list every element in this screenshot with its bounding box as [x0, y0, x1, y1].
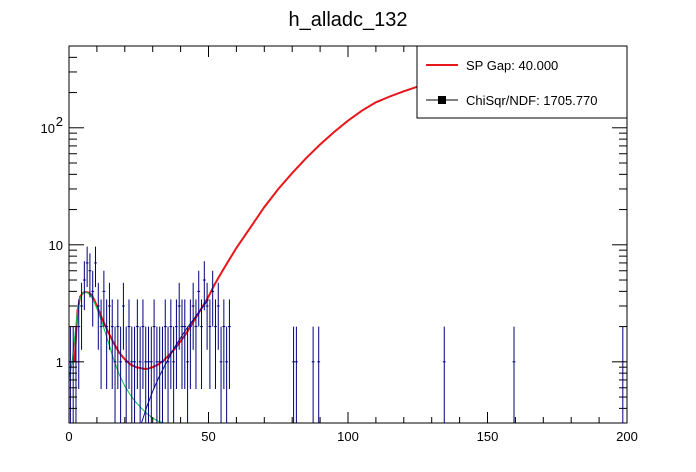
data-point — [122, 282, 125, 350]
data-point — [194, 299, 198, 389]
data-point — [135, 299, 139, 389]
curve-gaussian — [69, 291, 165, 423]
x-tick-label: 100 — [337, 429, 359, 444]
data-point — [317, 326, 321, 423]
data-point — [163, 299, 167, 389]
data-point — [149, 326, 153, 423]
plot-area — [69, 85, 625, 423]
data-point — [200, 299, 203, 389]
data-point — [211, 270, 215, 327]
data-point — [208, 299, 212, 389]
data-point — [116, 299, 120, 389]
curve-exponential — [141, 299, 209, 423]
data-point — [219, 326, 223, 423]
x-axis: 0 50 100 150 200 — [65, 46, 638, 444]
data-point — [91, 270, 95, 327]
data-point — [133, 326, 136, 423]
data-point — [202, 261, 206, 311]
data-point — [172, 326, 176, 423]
data-point — [175, 299, 178, 389]
data-point — [108, 282, 111, 350]
data-point — [110, 299, 114, 389]
data-point — [141, 299, 145, 389]
data-point — [222, 299, 226, 389]
chart-title: h_alladc_132 — [289, 9, 408, 31]
data-point — [183, 299, 187, 389]
y-tick-label: 1 — [56, 355, 63, 370]
data-point — [292, 326, 295, 423]
data-point — [161, 326, 164, 423]
data-point — [152, 299, 156, 389]
data-point — [186, 326, 189, 423]
data-point — [102, 270, 106, 327]
x-tick-label: 0 — [65, 429, 72, 444]
legend-swatch-marker — [438, 96, 446, 104]
data-point — [105, 299, 109, 389]
y-tick-label: 10 — [49, 238, 63, 253]
data-point — [96, 282, 100, 350]
x-tick-label: 200 — [616, 429, 638, 444]
data-point — [85, 246, 89, 288]
data-point — [155, 326, 159, 423]
data-point — [80, 282, 83, 350]
legend-label-sp-gap: SP Gap: 40.000 — [466, 58, 558, 73]
data-point — [294, 326, 298, 423]
data-point — [158, 326, 162, 423]
data-point — [124, 326, 128, 423]
x-tick-label: 150 — [477, 429, 499, 444]
data-point — [99, 299, 103, 389]
data-point — [138, 326, 142, 423]
data-point — [147, 326, 150, 423]
y-tick-exponent: 2 — [56, 114, 63, 129]
data-point — [130, 326, 134, 423]
data-point — [144, 326, 148, 423]
data-point — [82, 261, 86, 311]
data-point — [188, 299, 192, 389]
data-point — [169, 299, 173, 389]
data-point — [88, 253, 92, 298]
legend-box — [416, 45, 628, 119]
legend: SP Gap: 40.000 ChiSqr/NDF: 1705.770 — [416, 45, 628, 119]
data-point — [512, 326, 516, 423]
data-point — [113, 326, 117, 423]
data-point — [77, 299, 81, 389]
data-point — [191, 282, 195, 350]
data-point — [197, 270, 201, 327]
data-point — [94, 246, 97, 288]
plot-content — [69, 85, 625, 423]
data-point — [119, 326, 123, 423]
data-point — [127, 299, 131, 389]
curve-total-fit — [73, 85, 419, 370]
data-point — [216, 282, 220, 350]
data-point — [228, 299, 231, 389]
x-tick-label: 50 — [201, 429, 215, 444]
data-point — [205, 282, 209, 350]
data-point — [225, 326, 229, 423]
data-point — [311, 326, 315, 423]
data-point — [442, 326, 446, 423]
legend-label-chisqr: ChiSqr/NDF: 1705.770 — [466, 93, 598, 108]
data-point — [214, 299, 217, 389]
data-point — [180, 299, 184, 389]
data-point — [166, 326, 170, 423]
y-tick-label: 10 — [41, 121, 55, 136]
data-point — [177, 282, 181, 350]
